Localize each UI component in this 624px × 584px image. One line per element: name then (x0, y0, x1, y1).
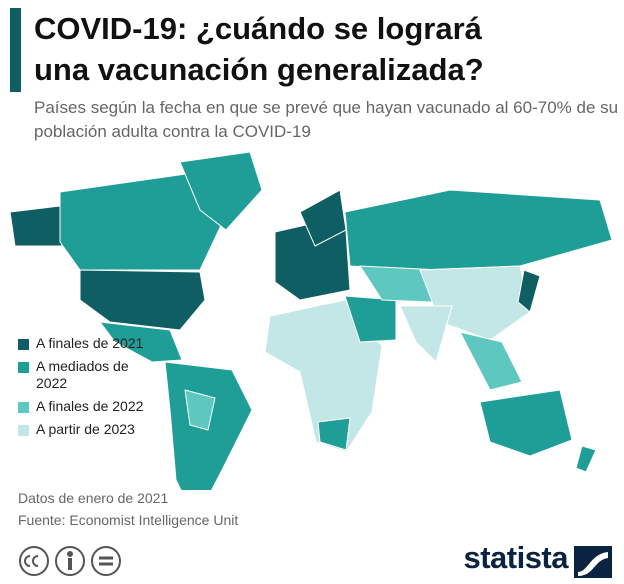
license-icons (19, 546, 121, 576)
world-map (9, 151, 613, 490)
region (459, 331, 523, 391)
legend-swatch (18, 362, 29, 373)
notes: Datos de enero de 2021 Fuente: Economist… (18, 487, 238, 531)
logo-wave (578, 552, 608, 576)
region (399, 305, 453, 363)
by-icon (55, 546, 85, 576)
brand-logo (574, 546, 612, 578)
legend-swatch (18, 425, 29, 436)
legend-label: A finales de 2021 (36, 335, 144, 351)
legend: A finales de 2021 A mediados de 2022 A fin… (18, 335, 156, 444)
region (575, 445, 597, 473)
title-line: una vacunación generalizada? (34, 52, 484, 87)
legend-item: A finales de 2021 (18, 335, 156, 352)
legend-swatch (18, 402, 29, 413)
by-glyph (67, 551, 73, 557)
region (344, 189, 613, 271)
cc-glyph (24, 555, 39, 567)
legend-swatch (18, 339, 29, 350)
region (517, 269, 541, 313)
region (9, 205, 63, 247)
legend-label: A finales de 2022 (36, 398, 144, 414)
legend-item: A partir de 2023 (18, 421, 156, 438)
nd-icon (91, 546, 121, 576)
source: Fuente: Economist Intelligence Unit (18, 512, 239, 528)
legend-item: A finales de 2022 (18, 398, 156, 415)
accent-bar (10, 8, 21, 92)
region (344, 295, 397, 343)
region (317, 417, 351, 451)
legend-label: A partir de 2023 (36, 421, 135, 437)
region (184, 389, 216, 431)
title-line: COVID-19: ¿cuándo se logrará (34, 11, 482, 46)
region (79, 269, 206, 331)
brand: statista (463, 540, 568, 575)
cc-icon (19, 546, 49, 576)
region (479, 389, 573, 457)
note: Datos de enero de 2021 (18, 490, 169, 506)
nd-glyph (99, 556, 113, 566)
region (98, 321, 183, 363)
region (179, 151, 263, 231)
legend-item: A mediados de 2022 (18, 358, 156, 392)
subtitle: Países según la fecha en que se prevé qu… (34, 98, 619, 141)
legend-label: A mediados de 2022 (36, 358, 129, 391)
region (299, 189, 347, 247)
title: COVID-19: ¿cuándo se logrará una vacunac… (34, 8, 484, 90)
